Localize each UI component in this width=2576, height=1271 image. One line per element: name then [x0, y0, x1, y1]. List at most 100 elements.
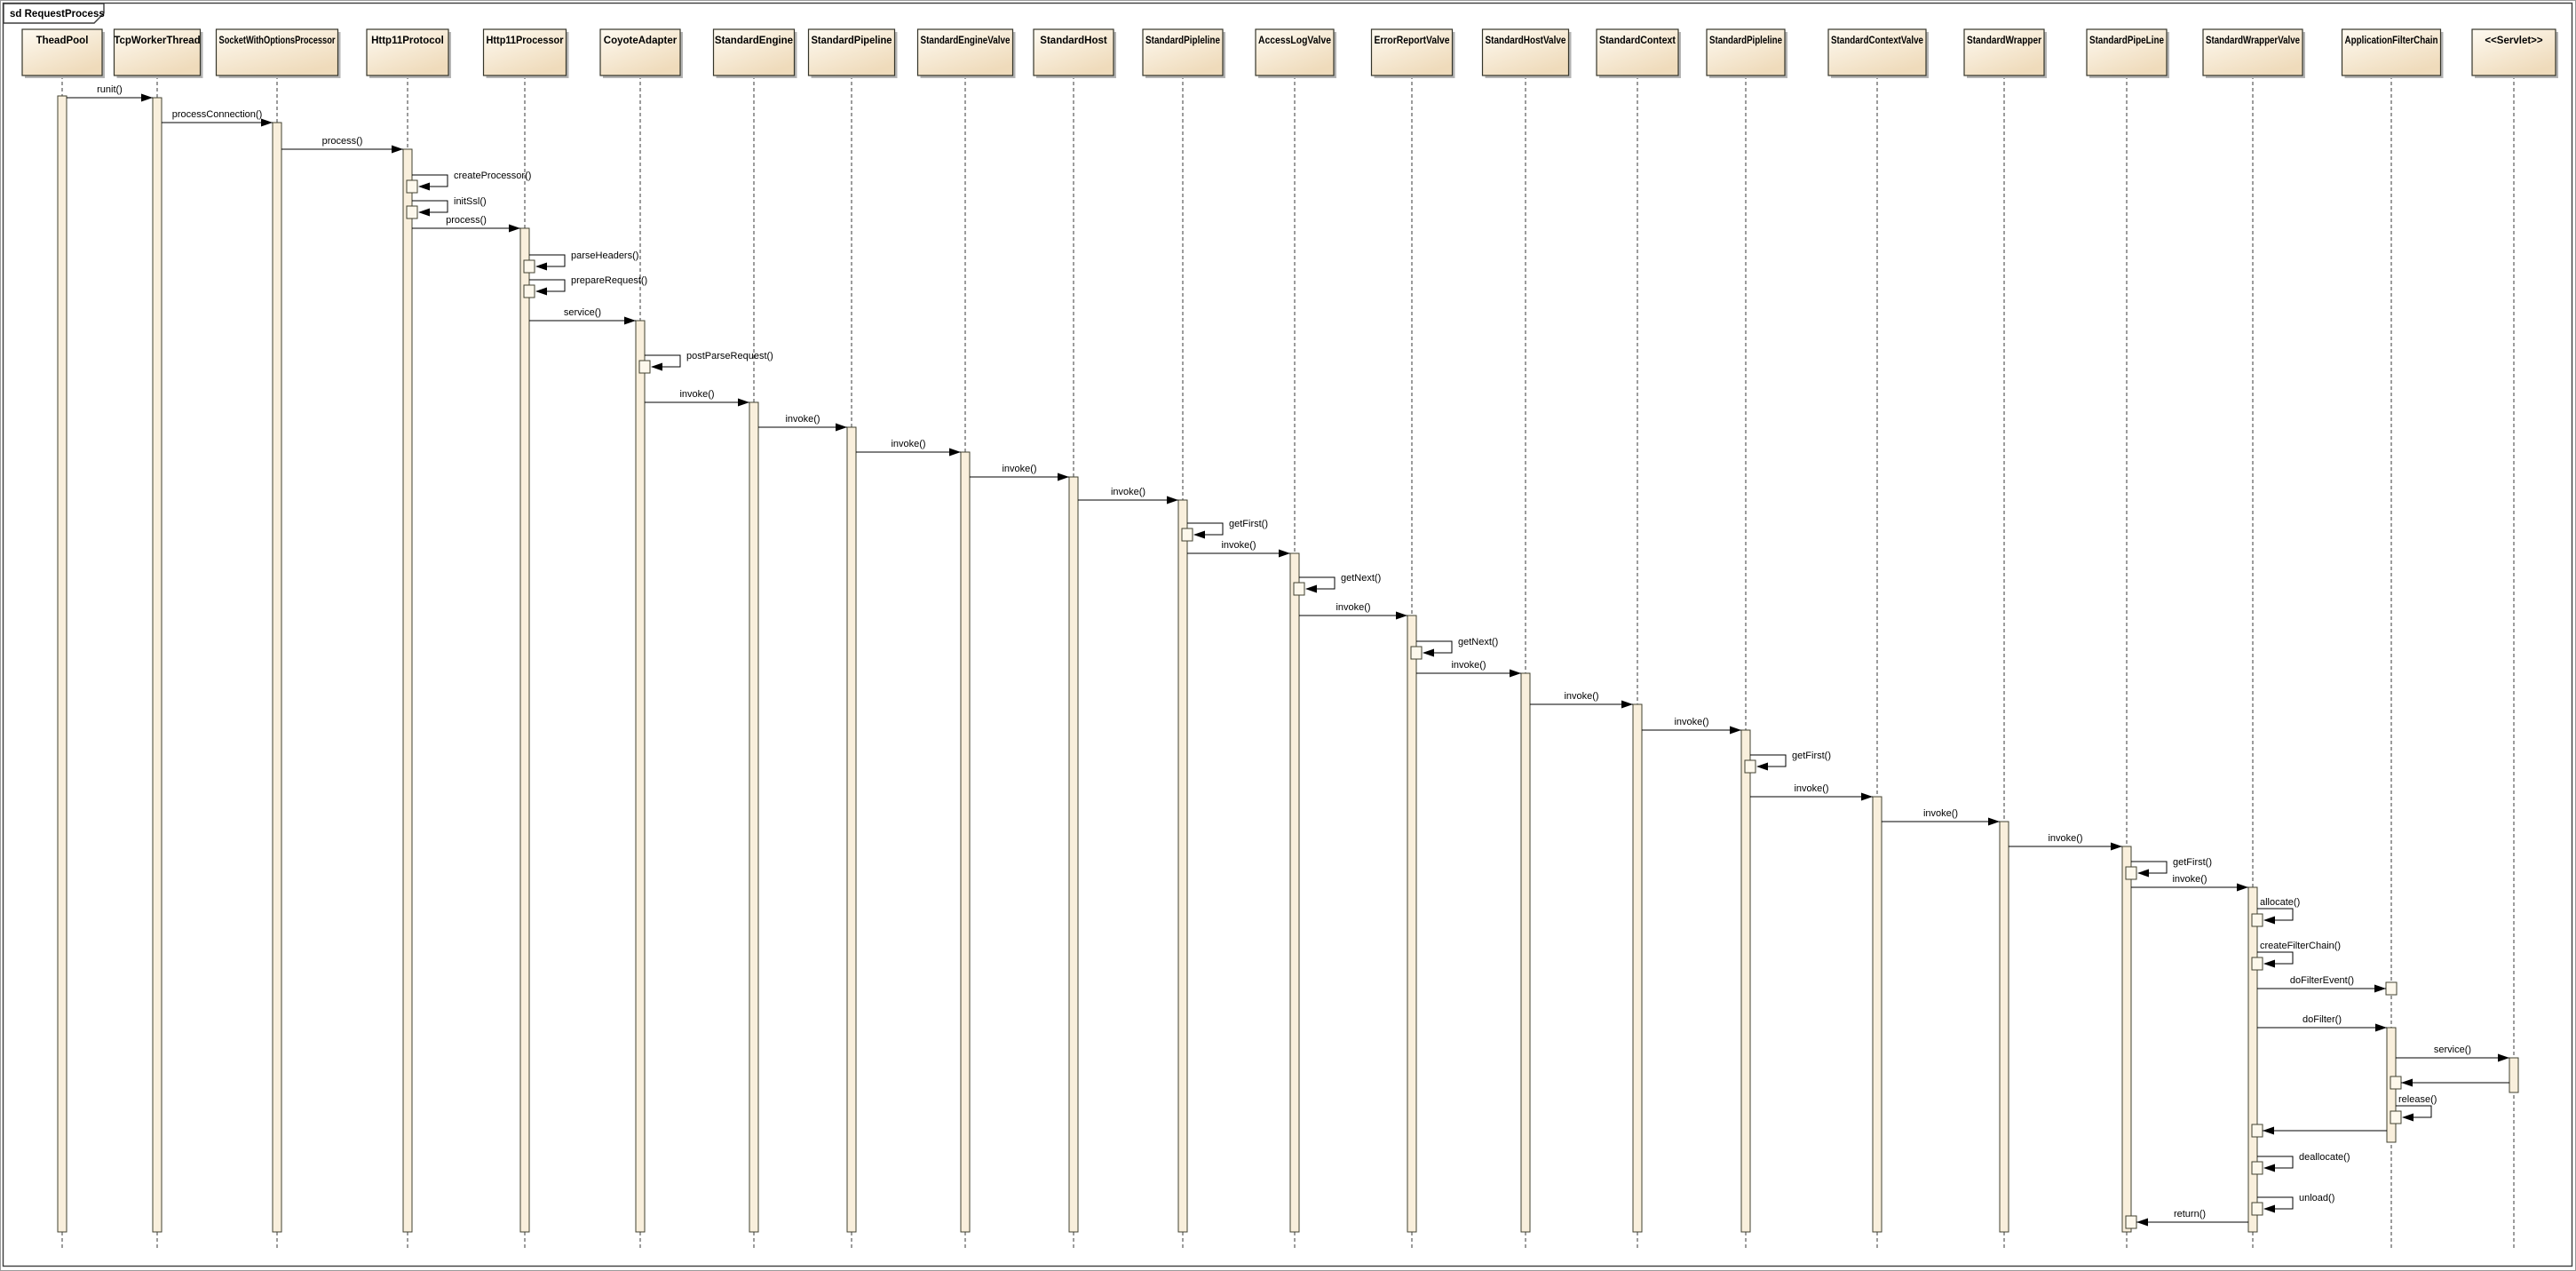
activation-bar[interactable] [1999, 821, 2009, 1233]
message-initssl[interactable]: initSsl() [406, 196, 487, 219]
message-invoke[interactable]: invoke() [2009, 833, 2122, 851]
lifeline-head-theadpool[interactable]: TheadPool [21, 28, 105, 78]
message-invoke[interactable]: invoke() [1299, 602, 1407, 620]
lifeline-head-coyoteadapter[interactable]: CoyoteAdapter [599, 28, 683, 78]
lifeline-head-standardpipeline[interactable]: StandardPipeline [807, 28, 898, 78]
lifeline-head-standardpipeline[interactable]: StandardPipeLine [2086, 28, 2169, 78]
message-label[interactable]: getFirst() [2173, 857, 2212, 868]
message-label[interactable]: createProcessor() [454, 171, 531, 181]
message-getfirst[interactable]: getFirst() [1181, 519, 1268, 542]
message-label[interactable]: invoke() [679, 389, 714, 400]
activation-bar[interactable] [272, 122, 282, 1233]
self-message-loop[interactable] [1750, 754, 1787, 767]
self-message-loop[interactable] [2396, 1105, 2432, 1118]
lifeline-box[interactable] [1033, 28, 1114, 76]
message-label[interactable]: release() [2398, 1094, 2437, 1105]
message-return[interactable] [2251, 1124, 2387, 1138]
message-dofilter[interactable]: doFilter() [2257, 1014, 2387, 1032]
nested-activation-box[interactable] [1744, 759, 1756, 774]
message-label[interactable]: return() [2174, 1209, 2206, 1219]
message-process[interactable]: process() [412, 215, 520, 233]
message-label[interactable]: doFilterEvent() [2290, 975, 2354, 986]
message-label[interactable]: service() [2434, 1045, 2471, 1055]
message-unload[interactable]: unload() [2251, 1193, 2334, 1216]
self-message-loop[interactable] [2131, 861, 2168, 874]
lifeline-box[interactable] [21, 28, 103, 76]
self-message-loop[interactable] [529, 254, 566, 267]
lifeline-head-standardpipleline[interactable]: StandardPipleline [1142, 28, 1225, 78]
lifeline-head-standardwrappervalve[interactable]: StandardWrapperValve [2202, 28, 2305, 78]
lifeline-box[interactable] [113, 28, 202, 76]
nested-activation-box[interactable] [406, 205, 418, 219]
lifeline-head-tcpworkerthread[interactable]: TcpWorkerThread [113, 28, 203, 78]
lifeline-box[interactable] [599, 28, 681, 76]
nested-activation-box[interactable] [2251, 1202, 2263, 1216]
message-createprocessor[interactable]: createProcessor() [406, 171, 531, 194]
message-invoke[interactable]: invoke() [1530, 691, 1633, 709]
message-label[interactable]: prepareRequest() [571, 275, 647, 286]
message-label[interactable]: createFilterChain() [2260, 941, 2341, 951]
lifeline-head-errorreportvalve[interactable]: ErrorReportValve [1370, 28, 1455, 78]
lifeline-box[interactable] [1963, 28, 2045, 76]
message-label[interactable]: invoke() [1111, 487, 1145, 497]
message-label[interactable]: invoke() [1002, 464, 1036, 474]
lifeline-head-servlet[interactable]: <<Servlet>> [2471, 28, 2558, 78]
message-label[interactable]: doFilter() [2303, 1014, 2342, 1025]
message-label[interactable]: invoke() [2048, 833, 2082, 844]
lifeline-box[interactable] [807, 28, 896, 76]
lifeline-box[interactable] [215, 28, 339, 76]
activation-bar[interactable] [1407, 615, 1417, 1233]
lifeline-head-standardhost[interactable]: StandardHost [1033, 28, 1116, 78]
lifeline-head-standardwrapper[interactable]: StandardWrapper [1963, 28, 2047, 78]
message-service[interactable]: service() [2396, 1045, 2509, 1062]
message-label[interactable]: getFirst() [1792, 751, 1831, 761]
message-return[interactable] [2390, 1076, 2509, 1090]
message-dofilterevent[interactable]: doFilterEvent() [2257, 975, 2398, 996]
activation-bar[interactable] [1872, 796, 1882, 1233]
message-label[interactable]: invoke() [1451, 660, 1486, 671]
activation-bar[interactable] [1289, 552, 1300, 1233]
nested-activation-box[interactable] [2251, 913, 2263, 927]
message-invoke[interactable]: invoke() [758, 414, 847, 432]
message-invoke[interactable]: invoke() [1642, 717, 1741, 735]
lifeline-head-standardcontext[interactable]: StandardContext [1596, 28, 1681, 78]
activation-bar[interactable] [152, 97, 162, 1233]
activation-bar[interactable] [1632, 703, 1643, 1233]
message-label[interactable]: initSsl() [454, 196, 487, 207]
message-getnext[interactable]: getNext() [1410, 637, 1498, 660]
message-release[interactable]: release() [2390, 1094, 2437, 1124]
message-label[interactable]: unload() [2299, 1193, 2334, 1203]
message-postparserequest[interactable]: postParseRequest() [638, 351, 773, 374]
nested-activation-box[interactable] [2390, 1076, 2402, 1090]
message-getfirst[interactable]: getFirst() [1744, 751, 1831, 774]
activation-bar[interactable] [635, 320, 646, 1233]
message-label[interactable]: invoke() [1794, 783, 1828, 794]
message-label[interactable]: getFirst() [1229, 519, 1268, 529]
lifeline-head-standardcontextvalve[interactable]: StandardContextValve [1827, 28, 1929, 78]
message-label[interactable]: invoke() [785, 414, 820, 425]
nested-activation-box[interactable] [2251, 957, 2263, 971]
message-invoke[interactable]: invoke() [645, 389, 749, 407]
message-getfirst[interactable]: getFirst() [2125, 857, 2212, 880]
activation-bar[interactable] [749, 401, 759, 1233]
nested-activation-box[interactable] [2390, 1110, 2402, 1124]
message-label[interactable]: invoke() [2172, 874, 2207, 885]
message-label[interactable]: allocate() [2260, 897, 2300, 908]
message-label[interactable]: processConnection() [172, 109, 263, 120]
self-message-loop[interactable] [2257, 1196, 2294, 1210]
lifeline-box[interactable] [1481, 28, 1570, 76]
message-label[interactable]: invoke() [1564, 691, 1598, 702]
self-message-loop[interactable] [1187, 522, 1224, 536]
nested-activation-box[interactable] [1181, 528, 1193, 542]
message-invoke[interactable]: invoke() [1187, 540, 1290, 558]
lifeline-box[interactable] [366, 28, 449, 76]
message-getnext[interactable]: getNext() [1293, 573, 1381, 596]
lifeline-box[interactable] [916, 28, 1014, 76]
message-label[interactable]: runit() [97, 84, 123, 95]
message-invoke[interactable]: invoke() [1078, 487, 1178, 504]
lifeline-box[interactable] [2471, 28, 2556, 76]
message-invoke[interactable]: invoke() [1416, 660, 1521, 678]
activation-bar[interactable] [402, 148, 413, 1233]
nested-activation-box[interactable] [523, 259, 535, 274]
lifeline-box[interactable] [1596, 28, 1679, 76]
